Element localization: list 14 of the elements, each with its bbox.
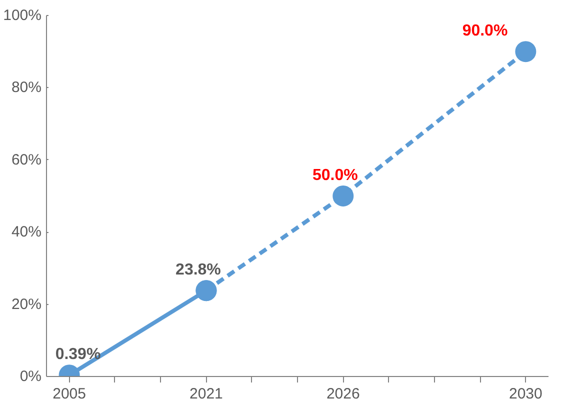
y-tick-label: 80% (11, 79, 42, 96)
data-label: 50.0% (312, 167, 358, 184)
y-tick-label: 60% (11, 151, 42, 168)
data-label: 23.8% (176, 262, 221, 279)
y-tick-label: 20% (11, 296, 42, 313)
x-tick-label: 2021 (190, 386, 223, 401)
data-label: 0.39% (55, 346, 101, 364)
data-label: 90.0% (462, 22, 508, 40)
y-tick-label: 100% (3, 7, 42, 24)
y-tick-label: 40% (11, 224, 42, 241)
x-tick-label: 2026 (326, 386, 360, 401)
x-tick-label: 2030 (508, 386, 542, 401)
x-tick-label: 2005 (52, 386, 86, 401)
y-tick-label: 0% (20, 368, 42, 385)
